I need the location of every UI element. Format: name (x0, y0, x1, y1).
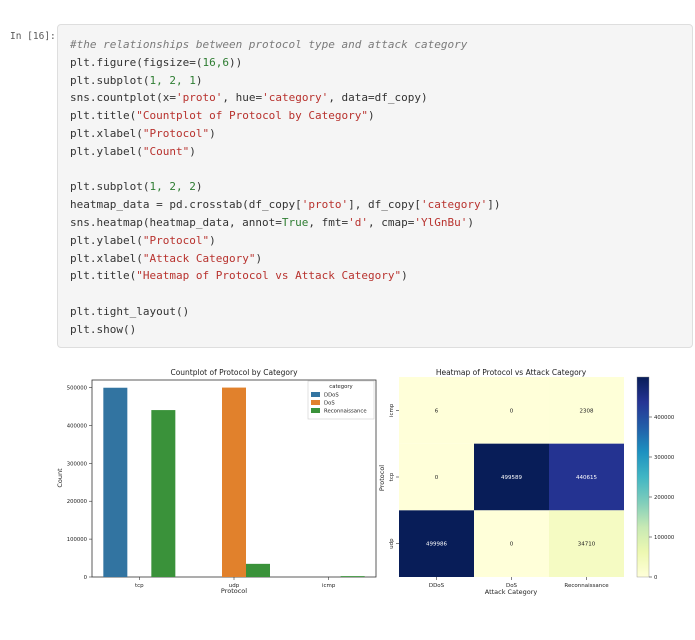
colorbar-tick-label: 200000 (654, 495, 675, 501)
heatmap-annotation: 34710 (578, 542, 596, 548)
str-proto-2: 'proto' (301, 198, 349, 212)
bar-tcp-ddos (103, 387, 128, 577)
x-tick-label-udp: udp (229, 583, 240, 589)
countplot-chart: Countplot of Protocol by Category 0 10000… (56, 368, 377, 595)
colorbar-tick-label: 300000 (654, 455, 675, 461)
heatmap-cell-tcp-dos (474, 443, 549, 511)
bar-tcp-reconnaissance (151, 410, 176, 577)
countplot-xlabel: Protocol (221, 587, 247, 595)
str-category-2: 'category' (421, 198, 488, 212)
xlabel-string-2: "Attack Category" (142, 251, 256, 265)
y-tick-label: 300000 (67, 461, 88, 467)
code-comment: #the relationships between protocol type… (70, 38, 468, 51)
colorbar (636, 376, 650, 578)
y-tick-label: 100000 (67, 537, 88, 543)
str-proto: 'proto' (175, 91, 223, 105)
legend-label-reconnaissance: Reconnaissance (324, 409, 367, 415)
bar-udp-dos (222, 387, 246, 577)
heatmap-cell-udp-dos (474, 510, 549, 577)
code-editor[interactable]: #the relationships between protocol type… (70, 38, 501, 336)
heatmap-annotation: 499986 (426, 542, 447, 548)
heatmap-y-tick-udp: udp (389, 538, 395, 549)
heatmap-annotation: 0 (435, 475, 439, 481)
figsize-value: 16,6 (202, 55, 229, 69)
y-tick-label: 200000 (67, 499, 88, 505)
ylabel-string-2: "Protocol" (142, 233, 210, 247)
subplot-args-2: 1, 2, 2 (149, 180, 196, 194)
heatmap-cell-icmp-dos (474, 377, 549, 444)
colorbar-tick-label: 0 (654, 575, 658, 581)
heatmap-annotation: 0 (510, 542, 514, 548)
heatmap-annotation: 440615 (576, 475, 597, 481)
cell-prompt: In [16]: (10, 31, 56, 42)
heatmap-annotation: 499589 (501, 475, 522, 481)
str-cmap: 'YlGnBu' (414, 215, 468, 229)
y-tick-label: 500000 (67, 386, 88, 392)
heatmap-y-tick-icmp: icmp (389, 403, 395, 417)
heatmap-x-tick-reconnaissance: Reconnaissance (564, 583, 609, 589)
legend-swatch-dos (311, 400, 320, 405)
legend-label-ddos: DDoS (324, 393, 339, 399)
countplot-title: Countplot of Protocol by Category (170, 368, 298, 377)
legend-swatch-reconnaissance (311, 408, 320, 413)
heatmap-xlabel: Attack Category (485, 588, 538, 596)
heatmap-chart: Heatmap of Protocol vs Attack Category 6… (378, 368, 675, 596)
heatmap-cell-udp-ddos (399, 510, 474, 577)
x-tick-label-icmp: icmp (322, 583, 336, 589)
heatmap-annotation: 2308 (580, 408, 594, 414)
heatmap-y-tick-tcp: tcp (389, 472, 395, 481)
heatmap-ylabel: Protocol (378, 465, 386, 491)
ylabel-string-1: "Count" (142, 144, 190, 158)
heatmap-title: Heatmap of Protocol vs Attack Category (436, 368, 587, 377)
colorbar-tick-label: 100000 (654, 535, 675, 541)
heatmap-cell-icmp-ddos (399, 377, 474, 444)
countplot-ylabel: Count (56, 468, 64, 488)
countplot-legend: category DDoS DoS Reconnaissance (307, 380, 375, 420)
x-tick-label-tcp: tcp (135, 583, 144, 589)
y-tick-label: 0 (84, 575, 88, 581)
str-fmt: 'd' (348, 215, 369, 229)
bar-icmp-reconnaissance (340, 576, 365, 577)
subplot-args-1: 1, 2, 1 (149, 73, 196, 87)
y-tick-label: 400000 (67, 423, 88, 429)
legend-title: category (329, 384, 352, 390)
legend-label-dos: DoS (324, 401, 335, 407)
bar-udp-reconnaissance (246, 563, 270, 577)
xlabel-string-1: "Protocol" (142, 126, 210, 140)
title-string-1: "Countplot of Protocol by Category" (136, 109, 369, 123)
code-cell[interactable]: #the relationships between protocol type… (57, 24, 693, 348)
legend-swatch-ddos (311, 392, 320, 397)
colorbar-tick-label: 400000 (654, 415, 675, 421)
heatmap-annotation: 0 (510, 408, 514, 414)
heatmap-cell-udp-reconnaissance (549, 510, 624, 577)
heatmap-annotation: 6 (435, 408, 439, 414)
true-keyword: True (281, 215, 309, 229)
heatmap-cell-tcp-ddos (399, 443, 474, 511)
heatmap-x-tick-ddos: DDoS (429, 583, 445, 589)
heatmap-cell-tcp-reconnaissance (549, 443, 624, 511)
output-figure: Countplot of Protocol by Category 0 10000… (56, 368, 675, 596)
heatmap-cell-icmp-reconnaissance (549, 377, 624, 444)
str-category: 'category' (262, 91, 329, 105)
heatmap-x-tick-dos: DoS (506, 583, 518, 589)
title-string-2: "Heatmap of Protocol vs Attack Category" (136, 269, 402, 283)
